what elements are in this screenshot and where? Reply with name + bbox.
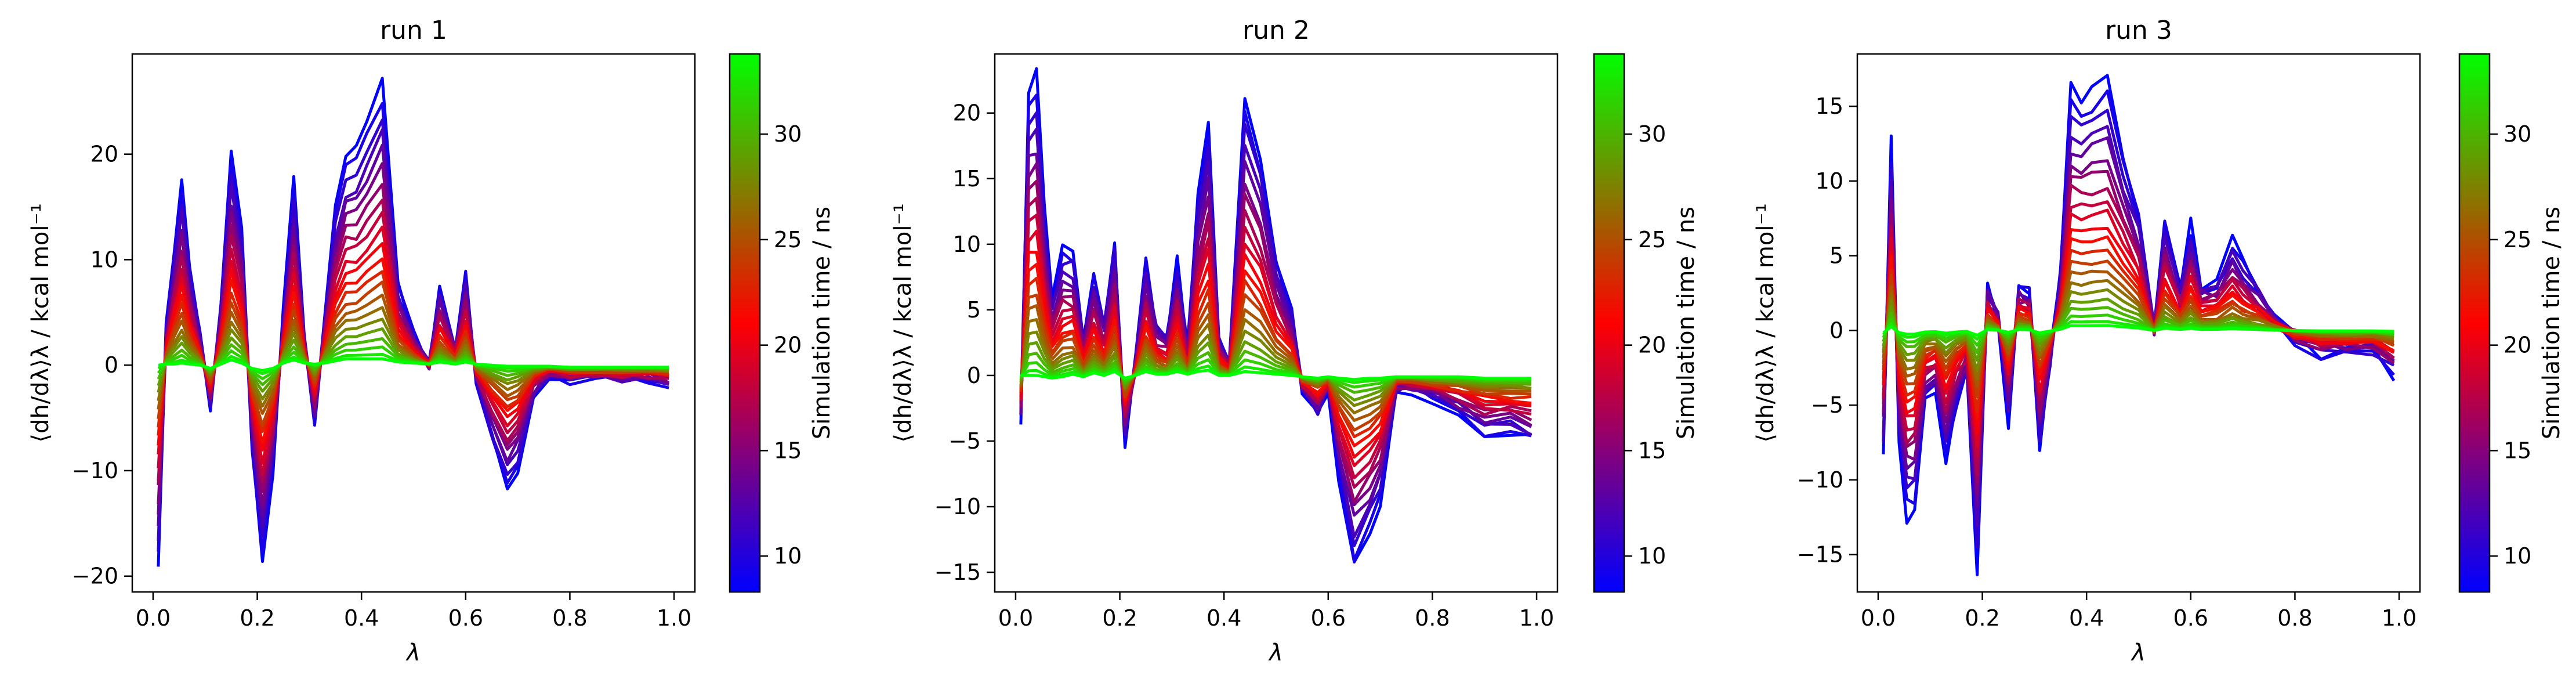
y-tick-label: −10	[1797, 467, 1843, 493]
y-tick-label: −15	[1797, 542, 1843, 568]
y-tick-label: 15	[1816, 93, 1843, 119]
y-tick-label: −10	[72, 458, 118, 483]
y-tick-label: 0	[967, 363, 981, 388]
colorbar-tick-label: 30	[1638, 121, 1666, 147]
series-line	[1882, 313, 2394, 347]
colorbar-tick-label: 15	[2503, 438, 2531, 463]
colorbar-tick-label: 20	[2503, 333, 2531, 358]
x-tick-label: 0.8	[2277, 605, 2312, 631]
x-tick-label: 0.6	[448, 605, 483, 631]
y-tick-label: 10	[90, 247, 118, 272]
series-line	[1882, 200, 2395, 457]
x-tick-label: 0.4	[344, 605, 379, 631]
colorbar-tick-label: 30	[2503, 121, 2531, 147]
colorbar	[1593, 53, 1625, 593]
series-line	[1019, 358, 1532, 389]
y-tick-label: −20	[72, 564, 118, 589]
colorbar	[729, 53, 761, 593]
y-tick-label: 0	[104, 352, 118, 378]
x-axis-label: λ	[405, 640, 421, 666]
x-axis-label: λ	[1268, 640, 1283, 666]
axes-frame	[994, 53, 1559, 593]
x-tick-label: 0.4	[2069, 605, 2104, 631]
colorbar	[2458, 53, 2491, 593]
x-tick-label: 0.8	[1415, 605, 1450, 631]
colorbar-tick-label: 20	[774, 333, 802, 358]
x-tick-label: 1.0	[657, 605, 691, 631]
colorbar-label: Simulation time / ns	[809, 207, 835, 439]
colorbar-tick-label: 25	[1638, 227, 1666, 252]
x-tick-label: 0.2	[1102, 605, 1137, 631]
series-line	[1019, 329, 1532, 407]
subplot-3: 0.0 0.2 0.4 0.6 0.8 1.0 −15 −10 −5 0 5 10 15 run 3 λ ⟨d…	[1752, 16, 2565, 666]
x-tick-label: 1.0	[2382, 605, 2416, 631]
y-tick-label: −15	[934, 559, 981, 585]
series-line	[158, 357, 669, 372]
series-line	[1882, 279, 2394, 381]
axes-frame	[131, 53, 696, 593]
colorbar-tick-label: 10	[774, 543, 802, 569]
x-tick-label: 0.0	[136, 605, 171, 631]
subplot-1: 0.0 0.2 0.4 0.6 0.8 1.0 −20 −10 0 10 20 run 1 λ ⟨dh/d…	[27, 16, 835, 666]
series-line	[1019, 340, 1532, 402]
y-tick-label: 20	[90, 142, 118, 167]
colorbar-tick-label: 15	[1638, 438, 1666, 463]
y-tick-label: 10	[953, 232, 981, 257]
y-tick-label: 5	[967, 297, 981, 323]
x-tick-label: 0.0	[998, 605, 1033, 631]
y-tick-label: −10	[934, 494, 981, 519]
axes-frame	[1856, 53, 2421, 593]
colorbar-tick-label: 25	[2503, 227, 2531, 252]
colorbar-tick-label: 15	[774, 438, 802, 463]
subplot-2: 0.0 0.2 0.4 0.6 0.8 1.0 −15 −10 −5 0 5 10 15 20 run 2 λ…	[890, 16, 1700, 666]
chart-title: run 2	[1242, 16, 1310, 45]
y-axis-label: ⟨dh/dλ⟩λ / kcal mol⁻¹	[27, 203, 54, 442]
x-tick-label: 0.2	[240, 605, 274, 631]
x-tick-label: 1.0	[1519, 605, 1554, 631]
chart-title: run 1	[380, 16, 447, 45]
y-tick-label: −5	[1811, 392, 1843, 418]
y-tick-label: 20	[953, 100, 981, 126]
series-line	[1882, 324, 2394, 337]
series-group	[1019, 67, 1532, 564]
colorbar-label: Simulation time / ns	[1673, 207, 1700, 439]
x-tick-label: 0.6	[2173, 605, 2208, 631]
x-tick-label: 0.2	[1965, 605, 1999, 631]
colorbar-tick-label: 10	[2503, 543, 2531, 569]
series-line	[1019, 349, 1532, 394]
series-line	[1882, 269, 2394, 388]
x-tick-label: 0.8	[552, 605, 587, 631]
colorbar-tick-label: 25	[774, 227, 802, 252]
x-tick-label: 0.0	[1861, 605, 1896, 631]
x-axis-label: λ	[2131, 640, 2146, 666]
colorbar-label: Simulation time / ns	[2538, 207, 2565, 439]
colorbar-tick-label: 30	[774, 121, 802, 147]
y-tick-label: 0	[1829, 317, 1843, 343]
chart-title: run 3	[2105, 16, 2172, 45]
series-line	[1882, 297, 2394, 362]
x-tick-label: 0.6	[1311, 605, 1346, 631]
y-tick-label: 15	[953, 166, 981, 192]
colorbar-tick-label: 10	[1638, 543, 1666, 569]
x-tick-label: 0.4	[1207, 605, 1241, 631]
colorbar-tick-label: 20	[1638, 333, 1666, 358]
series-group	[1882, 74, 2396, 576]
series-line	[1882, 136, 2395, 508]
y-axis-label: ⟨dh/dλ⟩λ / kcal mol⁻¹	[890, 203, 916, 442]
series-line	[1882, 259, 2395, 398]
y-axis-label: ⟨dh/dλ⟩λ / kcal mol⁻¹	[1752, 203, 1779, 442]
y-tick-label: −5	[948, 428, 981, 454]
series-group	[157, 77, 670, 567]
series-line	[1882, 226, 2395, 435]
y-tick-label: 10	[1816, 168, 1843, 194]
series-line	[1020, 369, 1532, 381]
y-tick-label: 5	[1829, 243, 1843, 269]
